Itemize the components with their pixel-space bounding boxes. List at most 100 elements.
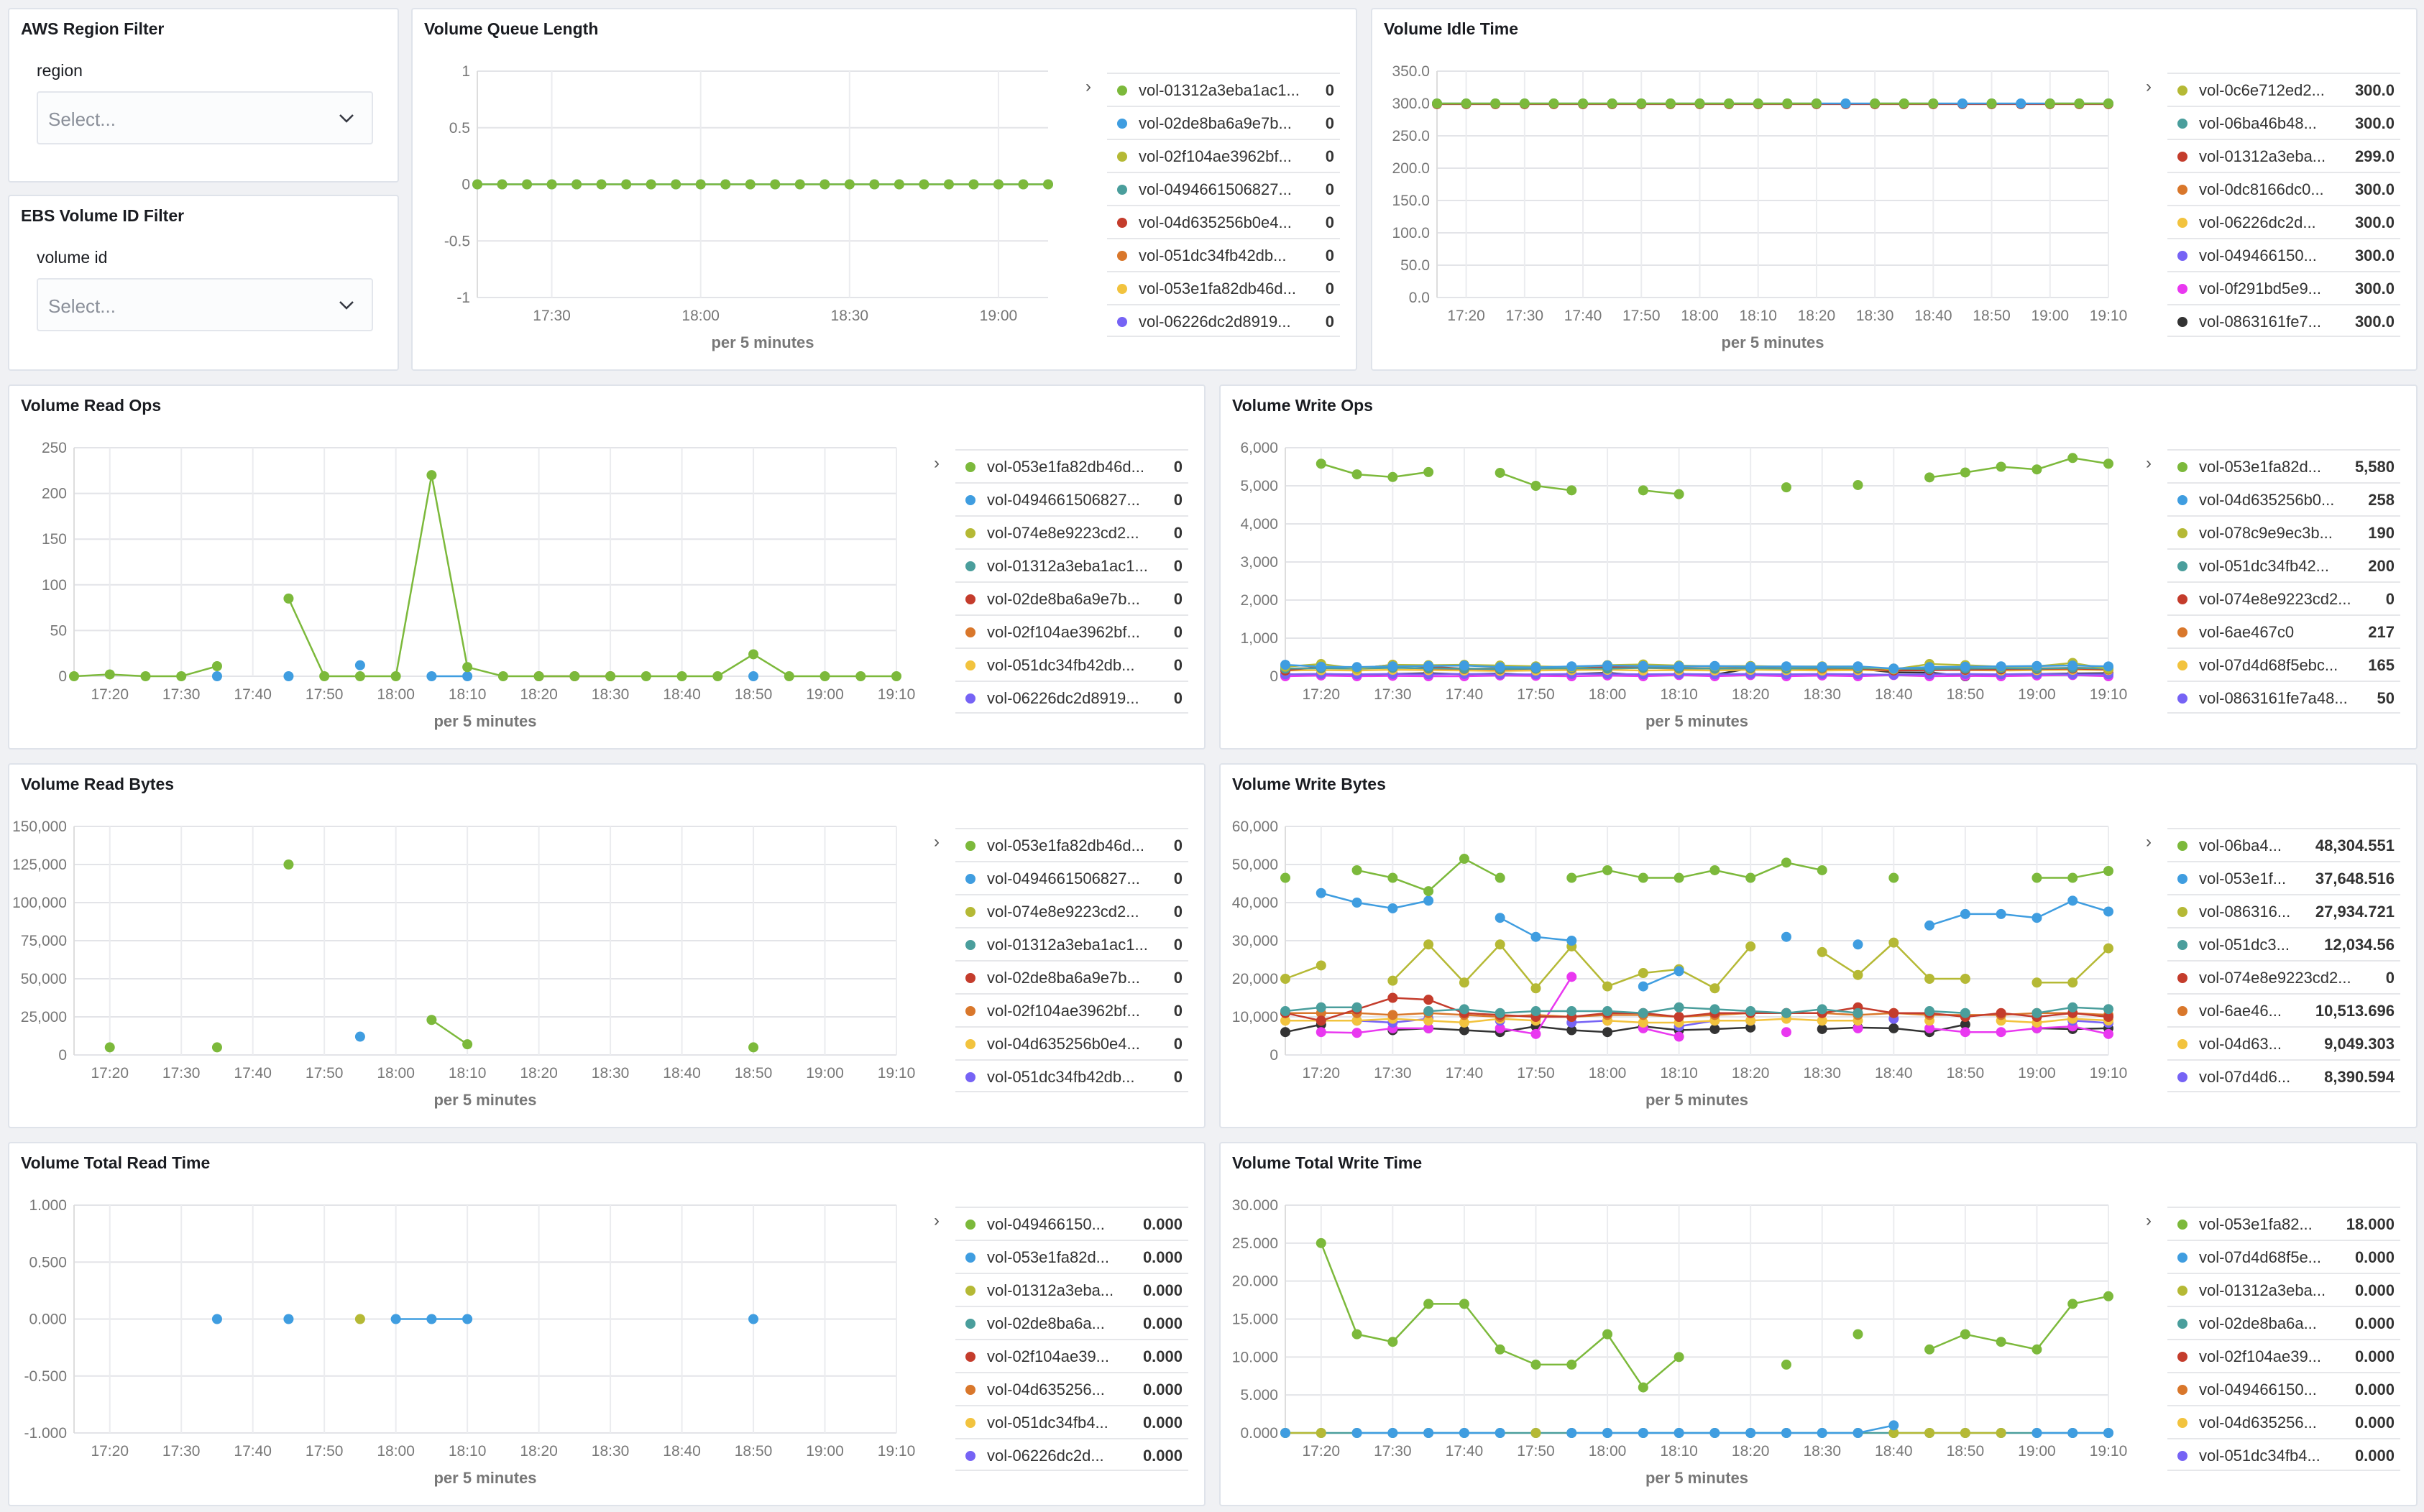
- data-point[interactable]: [1960, 1008, 1970, 1018]
- data-point[interactable]: [1781, 1359, 1791, 1370]
- data-point[interactable]: [1638, 485, 1648, 496]
- legend-item[interactable]: vol-049466150... 0.000: [2167, 1372, 2400, 1405]
- legend-item[interactable]: vol-0dc8166dc0... 300.0: [2167, 172, 2400, 205]
- legend-item[interactable]: vol-04d635256... 0.000: [955, 1372, 1188, 1405]
- data-point[interactable]: [1566, 661, 1577, 672]
- data-point[interactable]: [1782, 98, 1793, 109]
- data-point[interactable]: [1840, 98, 1851, 109]
- data-point[interactable]: [1490, 98, 1501, 109]
- data-point[interactable]: [1924, 920, 1935, 931]
- data-point[interactable]: [820, 671, 830, 681]
- data-point[interactable]: [104, 1042, 115, 1053]
- data-point[interactable]: [943, 179, 954, 190]
- data-point[interactable]: [2103, 1028, 2113, 1039]
- data-point[interactable]: [462, 1314, 473, 1324]
- data-point[interactable]: [1495, 1008, 1505, 1018]
- data-point[interactable]: [1638, 968, 1648, 979]
- data-point[interactable]: [855, 671, 866, 681]
- legend-item[interactable]: vol-051dc34fb42... 200: [2167, 548, 2400, 581]
- data-point[interactable]: [1423, 895, 1434, 906]
- data-point[interactable]: [1960, 1428, 1970, 1438]
- data-point[interactable]: [2032, 1428, 2042, 1438]
- data-point[interactable]: [1745, 1428, 1756, 1438]
- data-point[interactable]: [1602, 981, 1613, 992]
- data-point[interactable]: [2016, 98, 2026, 109]
- data-point[interactable]: [1602, 660, 1613, 671]
- data-point[interactable]: [1280, 1027, 1290, 1038]
- legend-item[interactable]: vol-02de8ba6a... 0.000: [955, 1306, 1188, 1339]
- data-point[interactable]: [1817, 1015, 1827, 1026]
- data-point[interactable]: [1423, 886, 1434, 897]
- data-point[interactable]: [919, 179, 929, 190]
- data-point[interactable]: [1888, 1008, 1899, 1018]
- data-point[interactable]: [1607, 98, 1617, 109]
- legend-item[interactable]: vol-02f104ae3962bf... 0: [955, 614, 1188, 647]
- data-point[interactable]: [784, 671, 794, 681]
- data-point[interactable]: [1387, 661, 1398, 672]
- data-point[interactable]: [1674, 1031, 1684, 1042]
- data-point[interactable]: [1423, 660, 1434, 671]
- data-point[interactable]: [1709, 1428, 1720, 1438]
- legend-item[interactable]: vol-086316... 27,934.721: [2167, 894, 2400, 927]
- data-point[interactable]: [1638, 872, 1648, 883]
- data-point[interactable]: [1817, 1004, 1827, 1015]
- data-point[interactable]: [1602, 1428, 1613, 1438]
- data-point[interactable]: [1674, 1428, 1684, 1438]
- data-point[interactable]: [1351, 1428, 1362, 1438]
- legend-toggle-chevron-icon[interactable]: ›: [2146, 832, 2152, 852]
- data-point[interactable]: [211, 671, 222, 681]
- data-point[interactable]: [1709, 983, 1720, 994]
- legend-item[interactable]: vol-0863161fe7a48... 50: [2167, 681, 2400, 714]
- legend-item[interactable]: vol-053e1fa82db46d... 0: [955, 828, 1188, 861]
- data-point[interactable]: [1566, 1025, 1577, 1036]
- legend-toggle-chevron-icon[interactable]: ›: [934, 453, 940, 473]
- data-point[interactable]: [1530, 1028, 1541, 1039]
- data-point[interactable]: [2103, 1291, 2113, 1301]
- data-point[interactable]: [2067, 1428, 2078, 1438]
- data-point[interactable]: [1745, 872, 1756, 883]
- data-point[interactable]: [1674, 661, 1684, 672]
- data-point[interactable]: [1960, 974, 1970, 984]
- data-point[interactable]: [1674, 489, 1684, 499]
- data-point[interactable]: [1853, 1008, 1863, 1018]
- data-point[interactable]: [1753, 98, 1763, 109]
- data-point[interactable]: [1781, 482, 1791, 493]
- data-point[interactable]: [1924, 662, 1935, 673]
- data-point[interactable]: [1495, 1428, 1505, 1438]
- data-point[interactable]: [283, 671, 294, 681]
- data-point[interactable]: [1924, 1006, 1935, 1017]
- data-point[interactable]: [1986, 98, 1997, 109]
- data-point[interactable]: [1888, 872, 1899, 883]
- data-point[interactable]: [1423, 1428, 1434, 1438]
- data-point[interactable]: [1996, 1008, 2006, 1018]
- data-point[interactable]: [1387, 872, 1398, 883]
- data-point[interactable]: [497, 179, 508, 190]
- data-point[interactable]: [1459, 977, 1469, 988]
- data-point[interactable]: [1530, 931, 1541, 942]
- data-point[interactable]: [571, 179, 582, 190]
- data-point[interactable]: [1928, 98, 1939, 109]
- data-point[interactable]: [1781, 1428, 1791, 1438]
- data-point[interactable]: [69, 671, 79, 681]
- data-point[interactable]: [1530, 1359, 1541, 1370]
- data-point[interactable]: [1316, 888, 1326, 898]
- data-point[interactable]: [1495, 939, 1505, 950]
- data-point[interactable]: [1280, 1428, 1290, 1438]
- data-point[interactable]: [1495, 662, 1505, 673]
- legend-item[interactable]: vol-0494661506827... 0: [955, 861, 1188, 894]
- data-point[interactable]: [891, 671, 901, 681]
- data-point[interactable]: [1316, 1428, 1326, 1438]
- data-point[interactable]: [1781, 661, 1791, 672]
- data-point[interactable]: [1888, 1420, 1899, 1431]
- legend-item[interactable]: vol-06226dc2d8919... 0: [955, 681, 1188, 714]
- data-point[interactable]: [2032, 913, 2042, 923]
- data-point[interactable]: [1817, 946, 1827, 957]
- data-point[interactable]: [1853, 939, 1863, 950]
- legend-item[interactable]: vol-02de8ba6a9e7b... 0: [955, 581, 1188, 614]
- data-point[interactable]: [2103, 98, 2113, 109]
- legend-item[interactable]: vol-0494661506827... 0: [955, 482, 1188, 515]
- data-point[interactable]: [1043, 179, 1053, 190]
- data-point[interactable]: [1960, 908, 1970, 919]
- data-point[interactable]: [1817, 661, 1827, 672]
- data-point[interactable]: [1459, 854, 1469, 865]
